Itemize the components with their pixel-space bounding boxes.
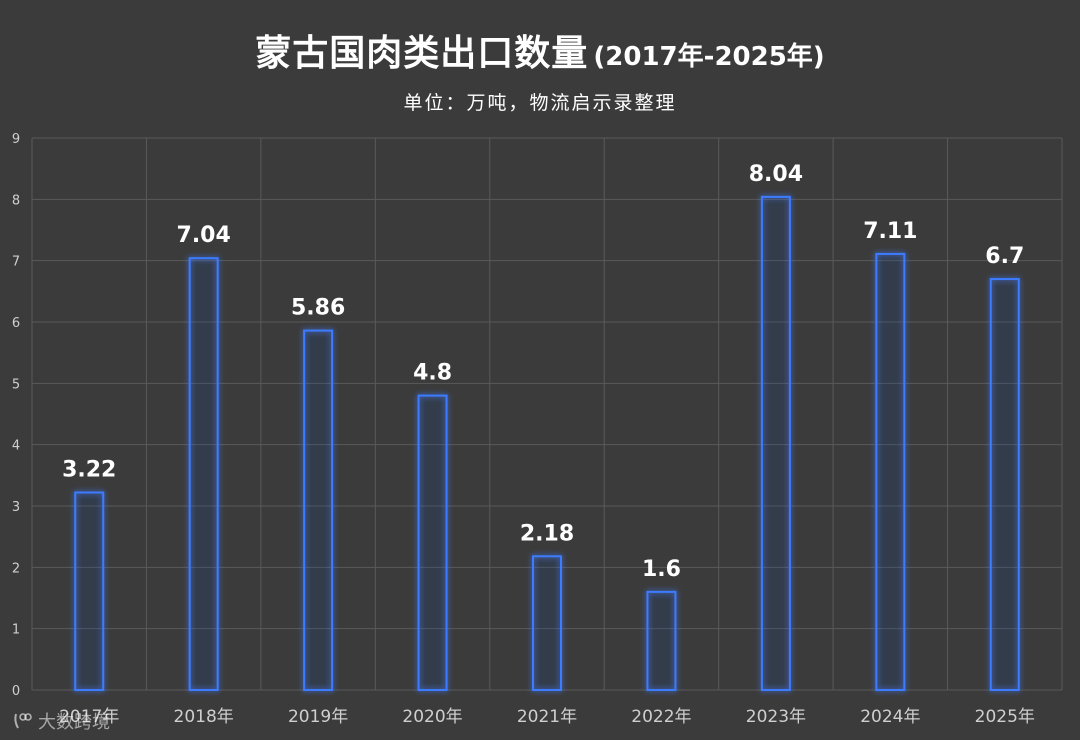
bars [74, 195, 1020, 691]
data-label: 4.8 [413, 361, 452, 386]
data-label: 8.04 [749, 162, 803, 187]
y-axis-ticks: 0 1 2 3 4 5 6 7 8 9 [12, 132, 20, 699]
y-tick-label: 6 [12, 316, 20, 331]
data-label: 6.7 [985, 244, 1024, 269]
bar [303, 329, 334, 691]
x-tick-label: 2017年 [59, 707, 119, 727]
chart-title-range: (2017年-2025年) [593, 42, 825, 72]
chart-title: 蒙古国肉类出口数量 (2017年-2025年) [0, 24, 1080, 76]
x-tick-label: 2024年 [860, 707, 920, 727]
chart-title-main: 蒙古国肉类出口数量 [255, 33, 589, 74]
x-tick-label: 2018年 [174, 707, 234, 727]
data-label: 3.22 [62, 458, 116, 483]
data-label: 1.6 [642, 557, 681, 582]
x-tick-label: 2020年 [402, 707, 462, 727]
chart-subtitle: 单位：万吨，物流启示录整理 [403, 92, 677, 114]
bar [417, 394, 448, 691]
x-tick-label: 2021年 [517, 707, 577, 727]
y-tick-label: 7 [12, 255, 20, 270]
data-label: 5.86 [291, 296, 345, 321]
x-tick-label: 2019年 [288, 707, 348, 727]
data-label: 7.04 [177, 223, 231, 248]
bar [989, 278, 1020, 691]
watermark-logo-icon [14, 713, 32, 729]
y-tick-label: 0 [12, 684, 20, 699]
bar [646, 590, 677, 691]
y-tick-label: 2 [12, 561, 20, 576]
x-axis-ticks: 2017年 2018年 2019年 2020年 2021年 2022年 2023年 2024年… [59, 707, 1035, 727]
bar [760, 195, 791, 691]
bar [74, 491, 105, 691]
watermark: 大数跨境 [12, 708, 110, 734]
watermark-text: 大数跨境 [38, 712, 110, 733]
data-label: 2.18 [520, 521, 574, 546]
bar [532, 555, 562, 691]
data-label: 7.11 [863, 219, 917, 244]
y-tick-label: 1 [12, 623, 20, 638]
y-tick-label: 8 [12, 193, 20, 208]
x-tick-label: 2025年 [975, 707, 1035, 727]
data-labels: 3.22 7.04 5.86 4.8 2.18 1.6 8.04 7.11 6.7 [62, 162, 1024, 582]
x-tick-label: 2023年 [746, 707, 806, 727]
y-tick-label: 3 [12, 500, 20, 515]
x-tick-label: 2022年 [631, 707, 691, 727]
y-tick-label: 4 [12, 439, 20, 454]
y-tick-label: 5 [12, 377, 20, 392]
y-tick-label: 9 [12, 132, 20, 147]
bar [875, 252, 906, 691]
bar [188, 257, 219, 691]
